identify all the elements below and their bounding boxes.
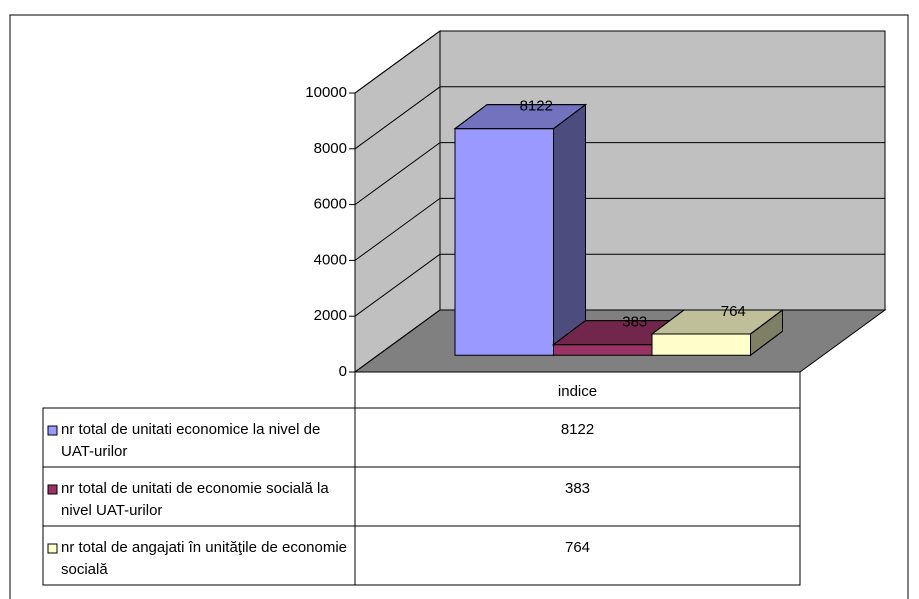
y-tick-label: 0 xyxy=(339,363,347,380)
table-legend-cell xyxy=(42,525,356,586)
data-label: 383 xyxy=(622,314,647,331)
bar-top-shade xyxy=(453,104,587,130)
bar xyxy=(453,103,587,357)
bar xyxy=(650,308,784,357)
grid-line xyxy=(354,253,441,317)
table-value-cell xyxy=(354,525,801,586)
y-tick-label: 4000 xyxy=(314,251,347,268)
grid-line xyxy=(354,197,441,261)
table-value-cell xyxy=(354,407,801,468)
legend-swatch xyxy=(47,425,58,436)
data-label: 8122 xyxy=(520,98,553,115)
legend-entry: nr total de unitati economice la nivel d… xyxy=(61,421,321,460)
legend-label: nr total de unitati economice la nivel d… xyxy=(61,421,321,460)
legend-swatch xyxy=(47,543,58,554)
legend-label: nr total de unitati de economie socială … xyxy=(61,480,329,519)
table-legend-cell xyxy=(42,466,356,527)
legend-entry: nr total de angajati în unităţile de eco… xyxy=(61,539,348,578)
bar-front xyxy=(553,344,653,356)
grid-line xyxy=(354,86,441,150)
y-tick-label: 10000 xyxy=(305,84,347,101)
data-label: 764 xyxy=(721,303,746,320)
table-value-cell xyxy=(354,466,801,527)
y-tick-label: 2000 xyxy=(314,307,347,324)
legend-entry: nr total de unitati de economie socială … xyxy=(61,480,329,519)
table-legend-cell xyxy=(42,407,356,468)
category-label: indice xyxy=(558,383,597,400)
bar-side-shade xyxy=(553,103,586,357)
y-tick-label: 8000 xyxy=(314,140,347,157)
table-value: 383 xyxy=(565,480,590,497)
table-value: 8122 xyxy=(561,421,594,438)
grid-line xyxy=(354,30,441,94)
legend-label: nr total de angajati în unităţile de eco… xyxy=(61,539,348,578)
grid-line xyxy=(354,142,441,206)
bar-top-shade xyxy=(650,309,784,335)
bar-front xyxy=(651,333,751,356)
grid-line xyxy=(354,309,441,373)
legend-swatch xyxy=(47,484,58,495)
table-header-cell xyxy=(354,371,801,409)
bar-front xyxy=(454,128,554,356)
table-value: 764 xyxy=(565,539,590,556)
y-tick-label: 6000 xyxy=(314,196,347,213)
